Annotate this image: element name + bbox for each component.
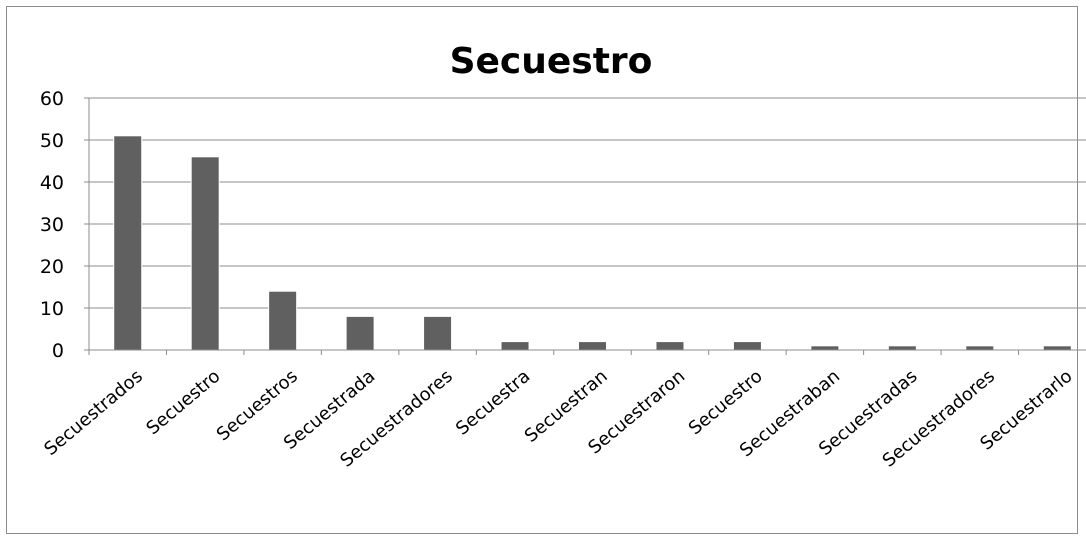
y-tick-label: 20 [40, 256, 64, 278]
y-tick-label: 10 [40, 298, 64, 320]
bar [423, 315, 453, 351]
x-tick-label: Secuestra [452, 366, 534, 440]
bar [887, 345, 917, 351]
bar [578, 341, 607, 351]
bar [965, 345, 995, 351]
x-tick-label: Secuestrados [40, 366, 147, 460]
x-axis-ticks: SecuestradosSecuestroSecuestrosSecuestra… [40, 350, 1076, 472]
y-tick-label: 40 [40, 172, 64, 194]
bar [655, 341, 685, 351]
y-axis-ticks: 0 10 20 30 40 50 60 [40, 88, 89, 362]
bar [810, 345, 840, 351]
bars [113, 135, 1072, 351]
y-tick-label: 50 [40, 130, 64, 152]
bar [345, 315, 375, 351]
y-tick-label: 0 [52, 340, 64, 362]
chart-frame [6, 6, 1078, 534]
bar [190, 156, 220, 351]
bar [1042, 345, 1072, 351]
y-tick-label: 30 [40, 214, 64, 236]
y-tick-label: 60 [40, 88, 64, 110]
x-tick-label: Secuestro [685, 366, 767, 440]
bar [500, 341, 530, 351]
chart-title: Secuestro [450, 41, 653, 82]
gridlines [89, 97, 1086, 309]
bar [732, 341, 762, 351]
bar [113, 135, 143, 351]
x-tick-label: Secuestro [142, 366, 224, 440]
bar [268, 290, 298, 351]
